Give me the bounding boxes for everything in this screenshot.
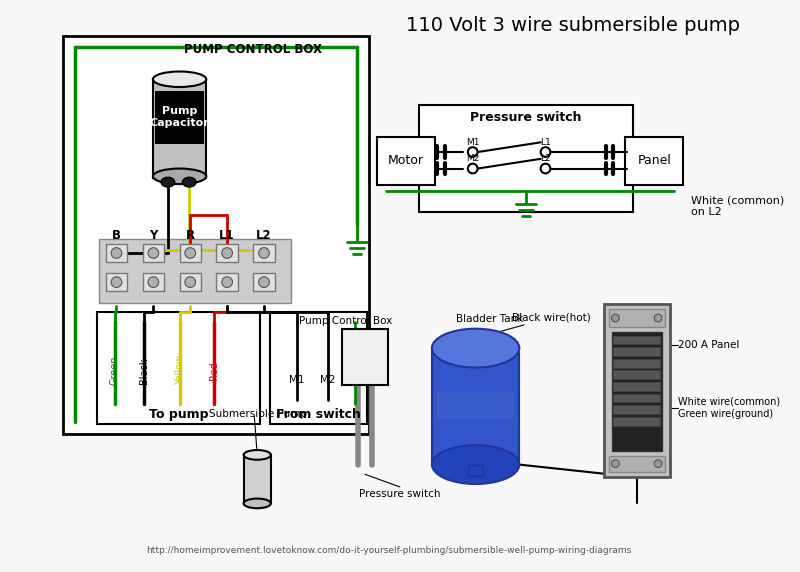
Text: White (common)
on L2: White (common) on L2 bbox=[691, 196, 784, 217]
Bar bbox=[625, 137, 683, 185]
Text: L1: L1 bbox=[219, 229, 235, 242]
Bar bbox=[155, 91, 204, 144]
Text: Bladder Tank: Bladder Tank bbox=[456, 314, 523, 324]
Circle shape bbox=[148, 277, 158, 288]
Bar bbox=[97, 312, 260, 424]
Text: L2: L2 bbox=[540, 154, 551, 164]
Bar bbox=[614, 382, 660, 391]
Text: http://homeimprovement.lovetoknow.com/do-it-yourself-plumbing/submersible-well-p: http://homeimprovement.lovetoknow.com/do… bbox=[146, 546, 631, 554]
Bar bbox=[63, 35, 369, 434]
Text: M2: M2 bbox=[466, 154, 479, 164]
Circle shape bbox=[111, 277, 122, 288]
Text: 110 Volt 3 wire submersible pump: 110 Volt 3 wire submersible pump bbox=[406, 17, 740, 35]
Circle shape bbox=[111, 248, 122, 259]
Circle shape bbox=[185, 277, 195, 288]
Bar bbox=[611, 332, 662, 451]
Bar bbox=[614, 347, 660, 356]
Text: Submersible Pump: Submersible Pump bbox=[209, 409, 306, 419]
Bar bbox=[614, 371, 660, 379]
Circle shape bbox=[654, 314, 662, 322]
Text: Motor: Motor bbox=[388, 154, 424, 167]
Bar bbox=[342, 329, 388, 385]
Bar bbox=[217, 273, 238, 291]
Bar bbox=[604, 304, 670, 477]
Ellipse shape bbox=[153, 72, 206, 87]
Bar bbox=[614, 394, 660, 403]
Ellipse shape bbox=[153, 169, 206, 184]
Text: White wire(common): White wire(common) bbox=[678, 396, 780, 407]
Bar bbox=[106, 244, 127, 262]
Text: PUMP CONTROL BOX: PUMP CONTROL BOX bbox=[184, 43, 322, 55]
Text: Y: Y bbox=[149, 229, 158, 242]
Circle shape bbox=[541, 147, 550, 157]
Circle shape bbox=[222, 277, 233, 288]
Text: Black wire(hot): Black wire(hot) bbox=[513, 312, 591, 322]
Bar bbox=[142, 244, 164, 262]
Text: Pressure switch: Pressure switch bbox=[359, 488, 441, 499]
Ellipse shape bbox=[161, 177, 174, 187]
Circle shape bbox=[222, 248, 233, 259]
Text: M2: M2 bbox=[320, 375, 336, 385]
Bar bbox=[99, 240, 291, 304]
Circle shape bbox=[611, 460, 619, 467]
Text: Pump
Capacitor: Pump Capacitor bbox=[150, 106, 210, 128]
Bar bbox=[614, 336, 660, 344]
Text: Yellow: Yellow bbox=[174, 355, 185, 386]
Circle shape bbox=[148, 248, 158, 259]
Circle shape bbox=[258, 248, 270, 259]
Text: Green wire(ground): Green wire(ground) bbox=[678, 409, 773, 419]
Bar bbox=[142, 273, 164, 291]
Ellipse shape bbox=[244, 450, 271, 460]
Bar bbox=[419, 105, 633, 212]
Circle shape bbox=[468, 147, 478, 157]
Bar bbox=[179, 244, 201, 262]
Text: To pump: To pump bbox=[149, 408, 208, 420]
Bar bbox=[153, 80, 206, 178]
Text: B: B bbox=[112, 229, 121, 242]
Text: 200 A Panel: 200 A Panel bbox=[678, 340, 739, 350]
Text: Panel: Panel bbox=[638, 154, 671, 167]
Ellipse shape bbox=[182, 177, 196, 187]
Bar bbox=[270, 312, 367, 424]
Ellipse shape bbox=[432, 329, 519, 368]
Circle shape bbox=[185, 248, 195, 259]
Ellipse shape bbox=[432, 445, 519, 484]
Text: Green: Green bbox=[110, 356, 119, 385]
Bar bbox=[179, 273, 201, 291]
Text: M1: M1 bbox=[466, 138, 479, 147]
Text: L1: L1 bbox=[540, 138, 551, 147]
Circle shape bbox=[654, 460, 662, 467]
Circle shape bbox=[541, 164, 550, 173]
Text: R: R bbox=[186, 229, 195, 242]
Bar bbox=[437, 392, 514, 419]
Text: Pump Control Box: Pump Control Box bbox=[299, 316, 392, 326]
Bar bbox=[468, 464, 483, 476]
Bar bbox=[609, 456, 665, 472]
Bar bbox=[254, 273, 274, 291]
Bar bbox=[377, 137, 435, 185]
Bar bbox=[614, 417, 660, 426]
Text: L2: L2 bbox=[256, 229, 272, 242]
Bar bbox=[244, 455, 271, 503]
Text: From switch: From switch bbox=[276, 408, 361, 420]
Circle shape bbox=[611, 314, 619, 322]
Text: M1: M1 bbox=[290, 375, 305, 385]
Bar bbox=[217, 244, 238, 262]
Bar bbox=[609, 309, 665, 327]
Bar bbox=[106, 273, 127, 291]
Bar bbox=[254, 244, 274, 262]
Circle shape bbox=[258, 277, 270, 288]
Bar bbox=[614, 406, 660, 414]
Text: Red: Red bbox=[209, 361, 218, 380]
Bar bbox=[614, 359, 660, 368]
Circle shape bbox=[468, 164, 478, 173]
Ellipse shape bbox=[244, 499, 271, 509]
Bar bbox=[432, 348, 519, 464]
Text: Pressure switch: Pressure switch bbox=[470, 110, 582, 124]
Text: Black: Black bbox=[138, 357, 149, 384]
